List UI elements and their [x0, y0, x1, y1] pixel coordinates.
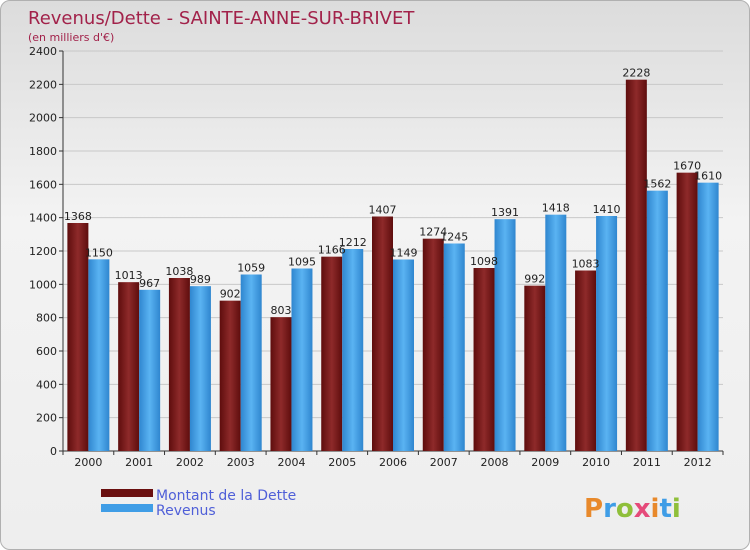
legend-label-revenus: Revenus: [156, 503, 216, 519]
logo-letter: t: [659, 494, 671, 524]
data-label-dette: 1274: [419, 226, 447, 239]
bar-revenus: [646, 190, 668, 451]
data-label-dette: 1670: [673, 160, 701, 173]
data-label-revenus: 1245: [440, 231, 468, 244]
bar-dette: [219, 300, 241, 451]
bar-dette: [473, 268, 495, 451]
logo-letter: x: [634, 494, 651, 524]
x-tick-label: 2006: [379, 456, 407, 469]
data-label-dette: 2228: [622, 67, 650, 80]
y-tick-label: 2000: [29, 112, 57, 125]
data-label-dette: 1368: [64, 210, 92, 223]
bar-dette: [168, 278, 190, 451]
y-tick-label: 400: [36, 378, 57, 391]
x-tick-label: 2004: [277, 456, 305, 469]
bar-revenus: [545, 214, 567, 451]
data-label-dette: 992: [524, 273, 545, 286]
y-tick-label: 600: [36, 345, 57, 358]
y-tick-label: 200: [36, 412, 57, 425]
logo-letter: i: [651, 494, 660, 524]
legend: Montant de la Dette Revenus: [101, 488, 296, 519]
x-tick-label: 2007: [430, 456, 458, 469]
data-label-revenus: 1095: [288, 256, 316, 269]
bar-dette: [524, 285, 546, 451]
bar-dette: [372, 216, 393, 451]
x-tick-label: 2011: [633, 456, 661, 469]
x-tick-label: 2010: [582, 456, 610, 469]
bar-revenus: [88, 259, 110, 451]
data-label-revenus: 1059: [237, 262, 265, 275]
data-label-dette: 1083: [572, 258, 600, 271]
axes: 0 200 400 600 800 1000 1200 1400 1600 1800 2000 220…: [29, 45, 724, 469]
x-tick-label: 2000: [74, 456, 102, 469]
legend-swatch-debt: [101, 489, 153, 497]
data-label-revenus: 1212: [339, 236, 367, 249]
y-tick-label: 1200: [29, 245, 57, 258]
bar-revenus: [596, 216, 618, 451]
bar-revenus: [240, 274, 262, 451]
bar-revenus: [697, 182, 719, 451]
bar-dette: [270, 317, 292, 451]
logo-letter: P: [584, 494, 603, 524]
y-tick-label: 800: [36, 312, 57, 325]
data-label-revenus: 967: [139, 277, 160, 290]
x-tick-label: 2009: [531, 456, 559, 469]
data-label-revenus: 1562: [643, 178, 671, 191]
data-label-revenus: 1391: [491, 206, 519, 219]
data-label-revenus: 989: [190, 273, 211, 286]
bar-revenus: [139, 289, 161, 451]
data-label-dette: 1013: [115, 269, 143, 282]
y-tick-label: 2400: [29, 45, 57, 58]
data-label-dette: 1038: [165, 265, 193, 278]
bar-dette: [118, 282, 140, 451]
x-tick-label: 2005: [328, 456, 356, 469]
bar-revenus: [291, 268, 313, 451]
bar-dette: [625, 79, 647, 452]
bar-revenus: [189, 286, 211, 451]
x-tick-label: 2012: [684, 456, 712, 469]
data-label-revenus: 1149: [390, 247, 418, 260]
y-tick-label: 2200: [29, 78, 57, 91]
data-label-dette: 1166: [318, 244, 346, 257]
chart-title: Revenus/Dette - SAINTE-ANNE-SUR-BRIVET: [28, 8, 415, 29]
y-tick-label: 1000: [29, 278, 57, 291]
bar-dette: [676, 172, 698, 451]
bars: [67, 79, 719, 452]
bar-revenus: [342, 249, 364, 451]
logo-letter: o: [616, 494, 634, 524]
data-label-dette: 803: [270, 304, 291, 317]
bar-dette: [422, 238, 444, 451]
y-tick-label: 0: [50, 445, 57, 458]
legend-label-debt: Montant de la Dette: [156, 488, 296, 504]
data-label-dette: 902: [220, 288, 241, 301]
y-tick-label: 1400: [29, 212, 57, 225]
data-label-revenus: 1410: [593, 203, 621, 216]
bar-dette: [67, 223, 89, 451]
data-label-revenus: 1150: [85, 246, 113, 259]
x-tick-label: 2001: [125, 456, 153, 469]
bar-revenus: [494, 219, 516, 451]
data-label-dette: 1098: [470, 255, 498, 268]
y-tick-label: 1800: [29, 145, 57, 158]
logo-letter: i: [672, 494, 681, 524]
data-label-revenus: 1418: [542, 202, 570, 215]
x-tick-label: 2008: [481, 456, 509, 469]
logo-letter: r: [603, 494, 616, 524]
bar-revenus: [443, 243, 465, 451]
bar-revenus: [393, 259, 414, 451]
x-tick-label: 2002: [176, 456, 204, 469]
proxiti-logo: Proxiti: [584, 494, 681, 524]
y-tick-label: 1600: [29, 178, 57, 191]
legend-swatch-revenus: [101, 504, 153, 512]
x-tick-label: 2003: [227, 456, 255, 469]
bar-dette: [321, 256, 343, 451]
bar-dette: [575, 270, 597, 451]
data-label-dette: 1407: [369, 204, 397, 217]
chart-subtitle: (en milliers d'€): [28, 31, 114, 44]
data-label-revenus: 1610: [694, 170, 722, 183]
